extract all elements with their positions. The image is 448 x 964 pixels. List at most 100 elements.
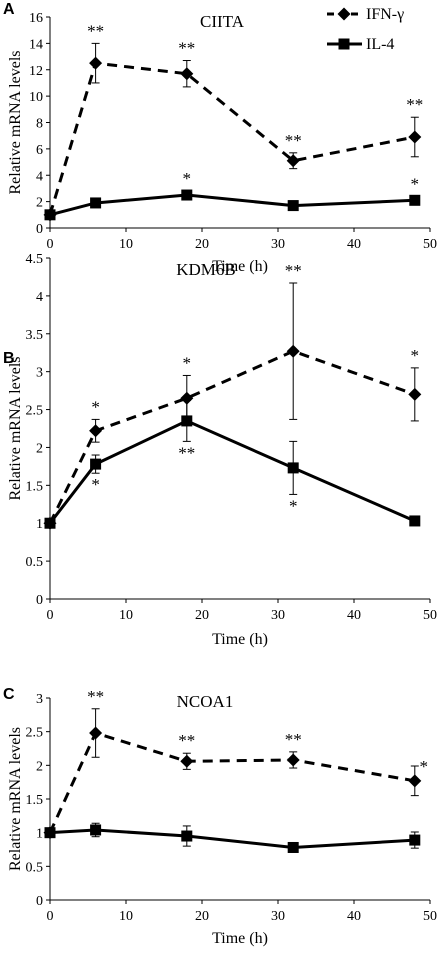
significance-mark: *	[91, 397, 100, 416]
data-point-il-4	[44, 827, 56, 839]
data-point-il-4	[90, 197, 102, 209]
data-point-ifn-gamma	[180, 67, 194, 81]
data-point-il-4	[409, 194, 421, 206]
data-point-ifn-gamma	[286, 344, 300, 358]
y-tick-label: 0	[36, 593, 43, 608]
y-tick-label: 4.5	[26, 252, 44, 267]
y-tick-label: 1.5	[26, 479, 44, 494]
y-tick-label: 1.5	[26, 793, 44, 808]
data-point-ifn-gamma	[89, 56, 103, 70]
legend-label-ifn-gamma: IFN-γ	[366, 6, 404, 23]
y-tick-label: 0.5	[26, 860, 44, 875]
x-tick-label: 40	[347, 909, 361, 924]
significance-mark: **	[178, 443, 195, 462]
series-line-ifn-gamma	[48, 61, 416, 216]
significance-mark: *	[183, 353, 192, 372]
y-tick-label: 16	[29, 11, 43, 26]
y-tick-label: 3.5	[26, 328, 44, 343]
significance-mark: **	[87, 687, 104, 706]
y-tick-label: 8	[36, 117, 43, 132]
significance-mark: **	[178, 39, 195, 58]
significance-mark: **	[285, 131, 302, 150]
legend: IFN-γ IL-4	[327, 6, 404, 53]
y-tick-label: 0	[36, 222, 43, 237]
data-point-il-4	[409, 515, 421, 527]
data-point-il-4	[287, 841, 299, 853]
y-tick-label: 0.5	[26, 555, 44, 570]
legend-label-il-4: IL-4	[366, 36, 394, 53]
data-point-ifn-gamma	[408, 387, 422, 401]
significance-mark: **	[87, 21, 104, 40]
y-axis-title: Relative mRNA levels	[7, 727, 24, 871]
y-tick-label: 1	[36, 827, 43, 842]
y-tick-label: 1	[36, 517, 43, 532]
series-line-ifn-gamma	[48, 349, 416, 524]
x-tick-label: 10	[119, 909, 133, 924]
x-tick-label: 0	[47, 909, 54, 924]
y-tick-label: 2.5	[26, 404, 44, 419]
y-tick-label: 0	[36, 894, 43, 909]
panel-b: B KDM6B 0 0.5 1 1.5 2 2.5 3 3.5 4 4.5 0 10 20 30 40 50 Tim…	[3, 252, 437, 648]
x-tick-label: 50	[423, 909, 437, 924]
significance-mark: *	[411, 346, 420, 365]
data-point-ifn-gamma	[89, 726, 103, 740]
y-tick-label: 6	[36, 143, 43, 158]
significance-mark: **	[285, 730, 302, 749]
data-point-il-4	[287, 200, 299, 212]
data-point-ifn-gamma	[180, 391, 194, 405]
significance-mark: **	[406, 95, 423, 114]
y-tick-label: 3	[36, 366, 43, 381]
series-line-il-4	[48, 419, 416, 525]
x-tick-label: 20	[195, 909, 209, 924]
x-tick-label: 30	[271, 237, 285, 252]
y-tick-label: 2.5	[26, 726, 44, 741]
x-tick-label: 0	[47, 237, 54, 252]
data-point-ifn-gamma	[180, 754, 194, 768]
data-point-il-4	[409, 834, 421, 846]
x-tick-label: 0	[47, 608, 54, 623]
x-axis-title: Time (h)	[212, 631, 268, 648]
significance-mark: *	[420, 757, 429, 776]
panel-title: CIITA	[200, 12, 245, 31]
y-axis-title: Relative mRNA levels	[7, 51, 24, 195]
data-point-il-4	[44, 209, 56, 221]
y-axis-title: Relative mRNA levels	[7, 357, 24, 501]
series-line-il-4	[49, 828, 415, 849]
x-tick-label: 10	[119, 237, 133, 252]
x-tick-label: 50	[423, 608, 437, 623]
data-point-ifn-gamma	[408, 774, 422, 788]
y-tick-label: 12	[29, 64, 43, 79]
significance-mark: *	[289, 496, 298, 515]
y-tick-label: 2	[36, 196, 43, 211]
panel-a: A CIITA 0 2 4 6 8 10 12 14 16 0 10 20 30 40 50 Time (h) Re…	[3, 1, 437, 275]
x-axis-title: Time (h)	[212, 258, 268, 275]
x-tick-label: 30	[271, 909, 285, 924]
significance-mark: *	[91, 475, 100, 494]
x-tick-label: 40	[347, 237, 361, 252]
data-point-il-4	[181, 830, 193, 842]
x-tick-label: 50	[423, 237, 437, 252]
data-point-ifn-gamma	[408, 130, 422, 144]
y-tick-label: 4	[36, 169, 43, 184]
data-point-il-4	[90, 458, 102, 470]
panel-letter: B	[3, 350, 15, 367]
panel-letter: C	[3, 686, 15, 703]
y-tick-label: 2	[36, 759, 43, 774]
panel-title: KDM6B	[176, 260, 236, 279]
significance-mark: *	[183, 169, 192, 188]
y-tick-label: 2	[36, 441, 43, 456]
significance-mark: *	[411, 174, 420, 193]
data-point-ifn-gamma	[286, 154, 300, 168]
data-point-ifn-gamma	[286, 753, 300, 767]
x-axis-title: Time (h)	[212, 930, 268, 947]
data-point-il-4	[181, 415, 193, 427]
x-tick-label: 20	[195, 608, 209, 623]
panel-letter: A	[3, 1, 15, 18]
data-point-il-4	[44, 517, 56, 529]
x-tick-label: 20	[195, 237, 209, 252]
panel-title: NCOA1	[177, 692, 234, 711]
x-tick-label: 40	[347, 608, 361, 623]
data-point-il-4	[181, 189, 193, 201]
